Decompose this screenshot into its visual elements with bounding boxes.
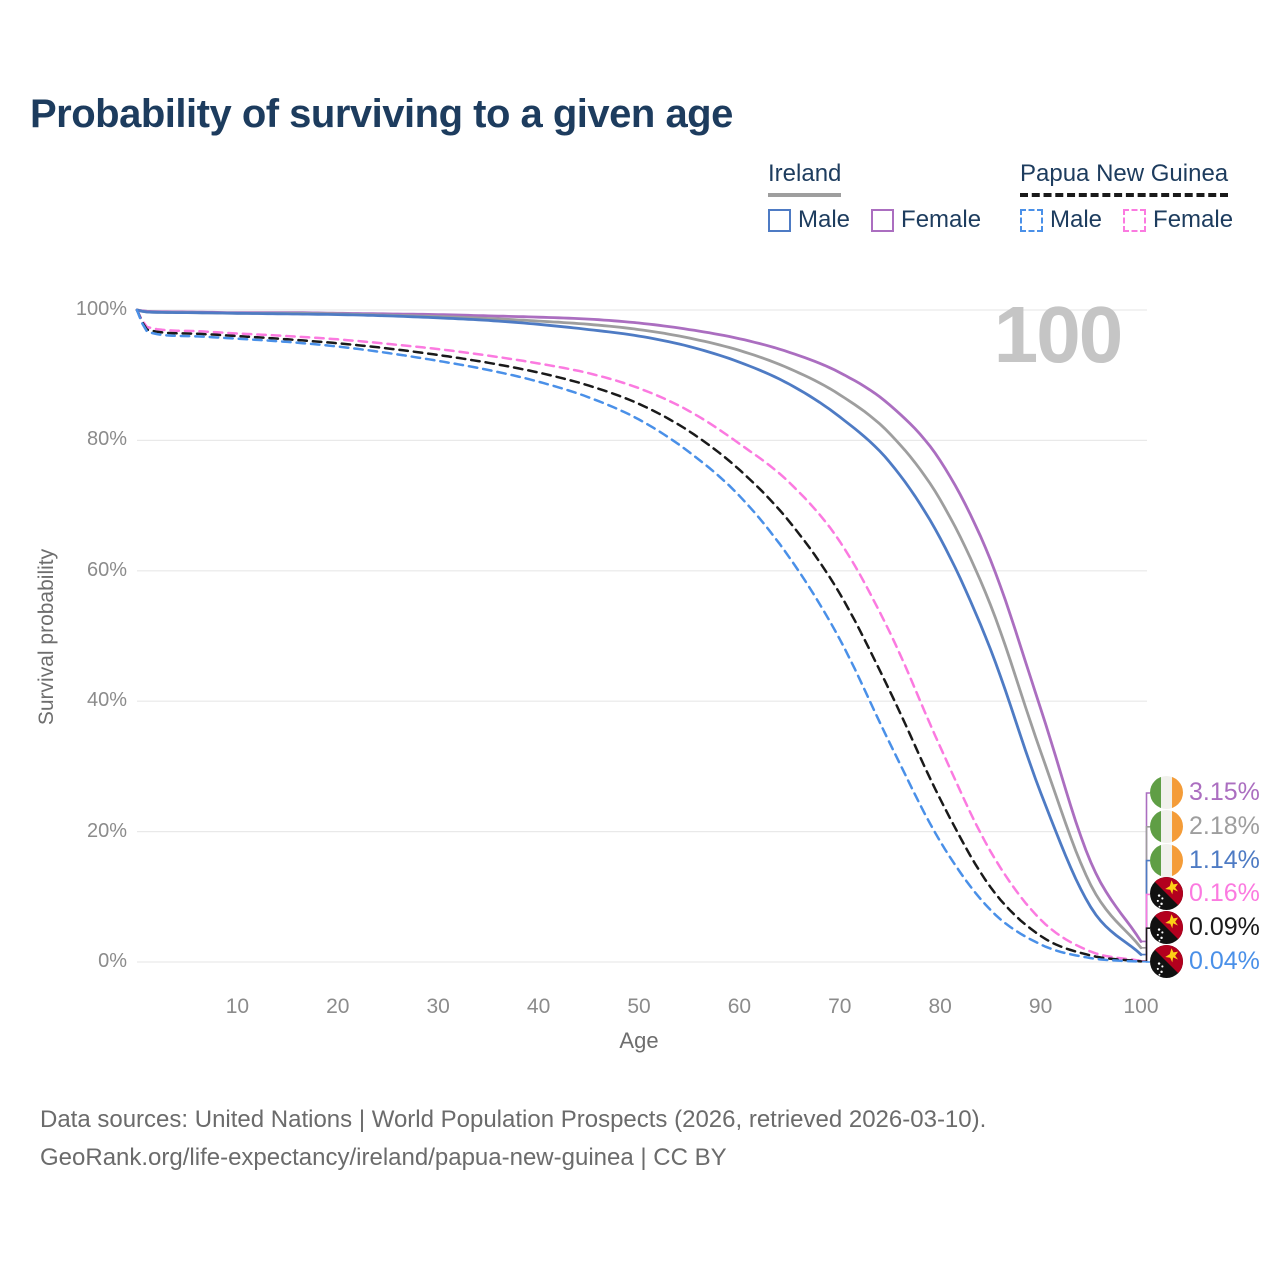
leader-line-3 bbox=[1141, 859, 1150, 956]
legend-item-ireland-female[interactable]: Female bbox=[871, 206, 981, 234]
end-label-value: 0.09% bbox=[1189, 913, 1260, 942]
legend-item-papua-new-guinea-female[interactable]: Female bbox=[1123, 206, 1233, 234]
y-tick-label: 60% bbox=[86, 558, 127, 581]
y-tick-label: 100% bbox=[75, 298, 127, 320]
leader-line-5 bbox=[1141, 927, 1150, 963]
attribution-note: GeoRank.org/life-expectancy/ireland/papu… bbox=[40, 1144, 727, 1171]
legend-group-title: Ireland bbox=[768, 160, 842, 197]
age-counter-watermark: 100 bbox=[993, 290, 1123, 379]
legend-item-label: Male bbox=[798, 206, 851, 233]
legend-group-title: Papua New Guinea bbox=[1020, 160, 1229, 197]
data-sources-note: Data sources: United Nations | World Pop… bbox=[40, 1106, 987, 1133]
x-tick-label: 10 bbox=[225, 995, 250, 1018]
end-label-value: 2.18% bbox=[1189, 811, 1260, 840]
legend-swatch-icon bbox=[768, 208, 791, 232]
series-line-4 bbox=[135, 308, 1143, 963]
legend-swatch-icon bbox=[871, 208, 895, 232]
y-tick-label: 0% bbox=[98, 950, 127, 972]
y-tick-label: 40% bbox=[86, 689, 127, 712]
ireland-flag-icon bbox=[1150, 809, 1183, 843]
end-label-value: 0.16% bbox=[1189, 879, 1260, 908]
papua-new-guinea-flag-icon bbox=[1150, 877, 1183, 911]
series-line-3 bbox=[135, 308, 1143, 956]
legend-swatch-icon bbox=[1123, 208, 1147, 232]
x-tick-label: 80 bbox=[928, 995, 952, 1018]
x-tick-label: 30 bbox=[426, 995, 450, 1018]
end-label-row: 3.15% bbox=[1150, 776, 1260, 809]
y-tick-label: 80% bbox=[86, 428, 127, 451]
legend-item-label: Female bbox=[901, 206, 982, 233]
y-axis-title: Survival probability bbox=[35, 548, 58, 726]
x-axis-title: Age bbox=[619, 1028, 659, 1053]
end-label-value: 1.14% bbox=[1189, 845, 1260, 874]
papua-new-guinea-flag-icon bbox=[1150, 911, 1183, 945]
leader-line-1 bbox=[1141, 792, 1150, 943]
page-title: Probability of surviving to a given age bbox=[30, 92, 733, 136]
leader-line-2 bbox=[1141, 826, 1150, 949]
end-label-row: 1.14% bbox=[1150, 843, 1260, 877]
legend-swatch-icon bbox=[1020, 208, 1043, 232]
y-tick-label: 20% bbox=[86, 819, 127, 842]
end-label-row: 2.18% bbox=[1150, 809, 1260, 843]
end-label-value: 3.15% bbox=[1189, 778, 1260, 806]
legend-item-label: Male bbox=[1050, 206, 1103, 233]
end-label-row: 0.16% bbox=[1150, 877, 1260, 911]
end-label-value: 0.04% bbox=[1189, 947, 1260, 975]
legend-item-label: Female bbox=[1153, 206, 1234, 233]
legend-item-papua-new-guinea-male[interactable]: Male bbox=[1020, 206, 1102, 234]
x-tick-label: 70 bbox=[828, 995, 852, 1018]
papua-new-guinea-flag-icon bbox=[1150, 945, 1183, 978]
series-line-5 bbox=[135, 308, 1143, 963]
ireland-flag-icon bbox=[1150, 776, 1183, 809]
x-tick-label: 40 bbox=[526, 995, 551, 1018]
ireland-flag-icon bbox=[1150, 843, 1183, 877]
x-tick-label: 90 bbox=[1028, 995, 1053, 1018]
legend-item-ireland-male[interactable]: Male bbox=[768, 206, 850, 234]
series-line-6 bbox=[135, 308, 1143, 963]
legend-group-ireland: Ireland Male Female bbox=[768, 160, 981, 234]
end-label-row: 0.04% bbox=[1150, 945, 1260, 978]
end-label-row: 0.09% bbox=[1150, 911, 1260, 945]
x-tick-label: 100 bbox=[1123, 995, 1159, 1018]
x-tick-label: 20 bbox=[326, 995, 350, 1018]
x-tick-label: 60 bbox=[727, 995, 752, 1018]
legend-group-papua-new-guinea: Papua New Guinea Male Female bbox=[1020, 160, 1233, 234]
x-tick-label: 50 bbox=[627, 995, 651, 1018]
